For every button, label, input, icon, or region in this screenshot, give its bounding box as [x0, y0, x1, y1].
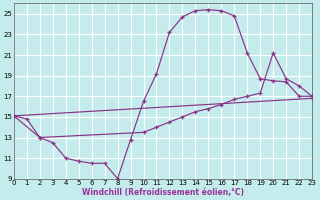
X-axis label: Windchill (Refroidissement éolien,°C): Windchill (Refroidissement éolien,°C) [82, 188, 244, 197]
